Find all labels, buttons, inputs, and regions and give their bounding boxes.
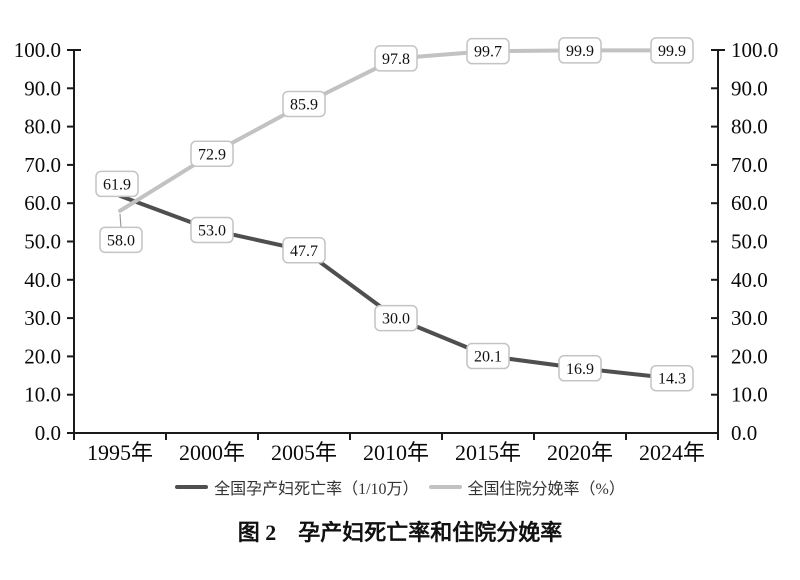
data-label: 30.0 <box>374 304 418 332</box>
y-tick-label-right: 90.0 <box>731 76 768 100</box>
legend-item-maternal-mortality: 全国孕产妇死亡率（1/10万） <box>175 475 419 499</box>
x-tick-label: 2000年 <box>179 440 245 465</box>
y-tick-label-left: 40.0 <box>24 268 61 292</box>
y-tick-label-left: 0.0 <box>35 421 61 445</box>
data-label: 99.9 <box>650 37 694 64</box>
legend-label-hospital-delivery: 全国住院分娩率（%） <box>467 481 625 498</box>
legend-line-swatch-dark-icon <box>175 485 209 489</box>
data-label: 14.3 <box>650 364 694 392</box>
y-tick-label-right: 30.0 <box>731 306 768 330</box>
data-label: 58.0 <box>99 226 143 254</box>
svg-text:72.9: 72.9 <box>198 146 226 163</box>
svg-text:14.3: 14.3 <box>658 371 686 388</box>
svg-text:30.0: 30.0 <box>382 311 410 328</box>
y-tick-label-right: 80.0 <box>731 115 768 139</box>
data-label: 16.9 <box>558 355 602 382</box>
data-label-leader-line <box>119 213 122 228</box>
x-tick-label: 2005年 <box>271 440 337 465</box>
svg-text:85.9: 85.9 <box>290 97 318 114</box>
y-tick-label-left: 10.0 <box>24 383 61 407</box>
svg-text:58.0: 58.0 <box>107 232 135 249</box>
y-tick-label-left: 100.0 <box>14 38 61 62</box>
x-tick-label: 2020年 <box>547 440 613 465</box>
y-tick-label-right: 0.0 <box>731 421 757 445</box>
svg-text:97.8: 97.8 <box>382 51 410 68</box>
line-chart-canvas: 0.0 0.0 10.0 10.0 20.0 20.0 30.0 30.0 40.0 40.0 50… <box>14 37 778 465</box>
data-label: 72.9 <box>190 140 234 168</box>
x-tick-label: 2010年 <box>363 440 429 465</box>
series-line-1 <box>118 48 674 213</box>
svg-text:47.7: 47.7 <box>290 243 318 260</box>
svg-text:99.9: 99.9 <box>566 43 594 60</box>
svg-text:20.1: 20.1 <box>474 349 502 366</box>
legend-label-maternal-mortality: 全国孕产妇死亡率（1/10万） <box>214 481 419 498</box>
data-label: 85.9 <box>282 90 326 118</box>
y-tick-label-right: 40.0 <box>731 268 768 292</box>
data-label: 99.9 <box>558 37 602 64</box>
y-tick-label-left: 50.0 <box>24 230 61 254</box>
x-tick-label: 2015年 <box>455 440 521 465</box>
x-tick-label: 1995年 <box>87 440 153 465</box>
svg-text:99.9: 99.9 <box>658 43 686 60</box>
x-tick-label: 2024年 <box>639 440 705 465</box>
y-tick-label-left: 60.0 <box>24 191 61 215</box>
svg-text:99.7: 99.7 <box>474 44 502 61</box>
y-tick-label-right: 70.0 <box>731 153 768 177</box>
data-label: 53.0 <box>190 216 234 244</box>
svg-text:53.0: 53.0 <box>198 223 226 240</box>
data-label: 20.1 <box>466 342 510 370</box>
y-tick-label-right: 60.0 <box>731 191 768 215</box>
svg-text:61.9: 61.9 <box>103 176 131 193</box>
y-tick-label-right: 20.0 <box>731 344 768 368</box>
legend-item-hospital-delivery: 全国住院分娩率（%） <box>428 475 625 499</box>
data-label: 61.9 <box>95 170 139 198</box>
y-tick-label-left: 70.0 <box>24 153 61 177</box>
y-tick-label-left: 80.0 <box>24 115 61 139</box>
data-label: 99.7 <box>466 37 510 65</box>
svg-text:16.9: 16.9 <box>566 361 594 378</box>
data-label: 97.8 <box>374 45 418 72</box>
figure-caption: 图 2 孕产妇死亡率和住院分娩率 <box>237 520 563 545</box>
chart-legend: 全国孕产妇死亡率（1/10万） 全国住院分娩率（%） <box>0 475 800 499</box>
y-tick-label-right: 100.0 <box>731 38 778 62</box>
data-label: 47.7 <box>282 237 326 264</box>
y-tick-label-left: 20.0 <box>24 344 61 368</box>
y-tick-label-right: 50.0 <box>731 230 768 254</box>
y-tick-label-right: 10.0 <box>731 383 768 407</box>
y-tick-label-left: 30.0 <box>24 306 61 330</box>
y-tick-label-left: 90.0 <box>24 76 61 100</box>
legend-line-swatch-gray-icon <box>428 485 462 489</box>
